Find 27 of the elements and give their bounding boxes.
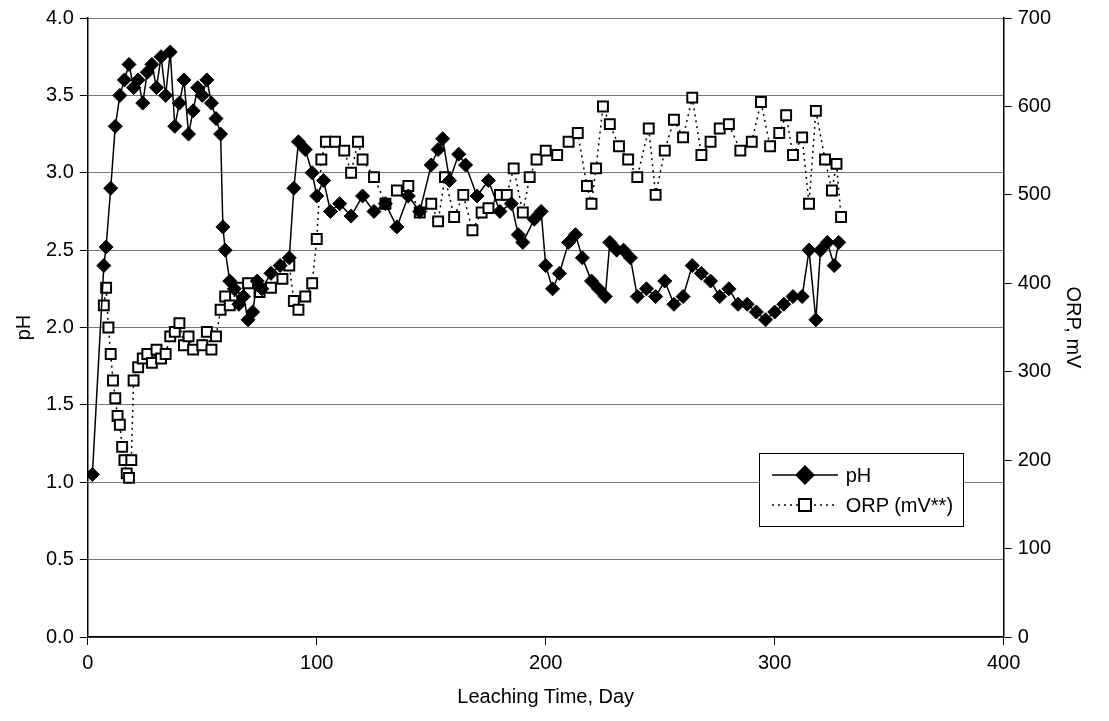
y2-tick-label: 600	[1017, 93, 1052, 116]
x-tick-label: 0	[82, 650, 94, 673]
y2-tick-label: 100	[1017, 536, 1052, 559]
y-tick-label: 0.5	[45, 547, 74, 570]
y-axis-title: pH	[11, 314, 34, 341]
y-tick-label: 1.0	[45, 469, 74, 492]
y2-tick-label: 500	[1017, 182, 1052, 205]
y2-tick-label: 400	[1017, 270, 1052, 293]
y-tick-label: 2.0	[45, 315, 74, 338]
y-tick-label: 1.5	[45, 392, 74, 415]
y2-tick-label: 300	[1017, 359, 1052, 382]
x-axis-title: Leaching Time, Day	[457, 684, 635, 707]
y2-tick-label: 0	[1017, 624, 1029, 647]
y-tick-label: 2.5	[45, 237, 74, 260]
x-tick-label: 200	[529, 650, 563, 673]
legend-label: ORP (mV**)	[845, 493, 954, 517]
y2-tick-label: 700	[1017, 5, 1052, 28]
x-tick-label: 300	[757, 650, 792, 673]
y-tick-label: 3.5	[45, 82, 74, 105]
x-tick-label: 400	[986, 650, 1021, 673]
y2-axis-title: ORP, mV	[1063, 286, 1086, 370]
x-tick-label: 100	[300, 650, 334, 673]
y2-tick-label: 200	[1017, 447, 1052, 470]
y-tick-label: 4.0	[45, 5, 74, 28]
y-tick-label: 0.0	[45, 624, 74, 647]
y-tick-label: 3.0	[45, 160, 74, 183]
legend-label: pH	[845, 463, 872, 487]
